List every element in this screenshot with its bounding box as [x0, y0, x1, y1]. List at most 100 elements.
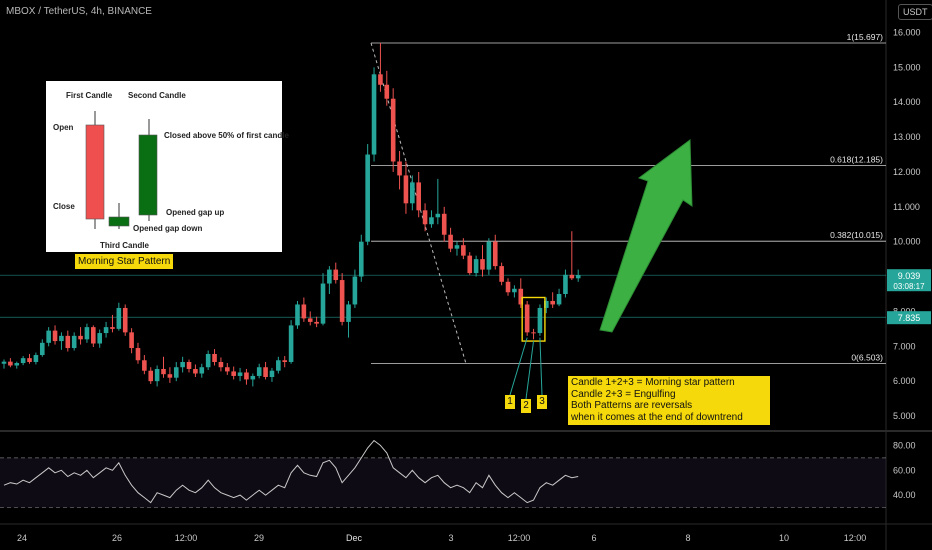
note-line-1: Candle 1+2+3 = Morning star pattern [571, 377, 735, 388]
candle-body [276, 360, 281, 371]
candle-body [142, 360, 147, 371]
candle-body [103, 327, 109, 334]
candle-body [71, 335, 77, 349]
time-tick-label: 26 [112, 533, 122, 543]
candle-body [518, 288, 524, 305]
candle-body [250, 375, 256, 380]
candle-body [378, 74, 383, 85]
candle-body [327, 269, 332, 284]
candle-body [339, 280, 345, 322]
candle-body [33, 355, 39, 362]
candle-body [301, 304, 307, 319]
candle-body [371, 74, 377, 155]
candle-body [346, 304, 351, 322]
price-tick-label: 10.000 [893, 237, 921, 247]
candle-body [20, 358, 26, 364]
candle-body [486, 241, 492, 270]
number-pointer-line [509, 337, 528, 396]
candle-body [461, 245, 466, 256]
price-tick-label: 5.000 [893, 411, 916, 421]
fib-level-label: 1(15.697) [847, 32, 884, 42]
candle-body [403, 175, 409, 204]
closed-above-label: Closed above 50% of first candle [164, 131, 289, 140]
candle-body [390, 98, 396, 162]
currency-button[interactable]: USDT [898, 4, 932, 20]
candle-body [556, 294, 562, 305]
third-candle-label: Third Candle [100, 241, 149, 250]
candle-body [288, 325, 294, 362]
candle-body [307, 318, 313, 322]
number-pointer-line [539, 337, 543, 396]
note-line-4: when it comes at the end of downtrend [571, 411, 743, 423]
candle-body [448, 234, 453, 249]
candle-body [59, 335, 64, 342]
number-pointer-line [525, 341, 535, 400]
third-candle-body [108, 216, 130, 227]
candle-body [186, 362, 192, 369]
candle-body [167, 374, 173, 378]
candle-body [212, 353, 217, 362]
candle-body [218, 362, 224, 368]
rsi-band-fill [0, 457, 886, 508]
fib-level-label: 0.618(12.185) [830, 154, 883, 164]
candle-number-2: 2 [521, 399, 531, 413]
candle-body [422, 210, 428, 225]
candle-body [180, 362, 185, 368]
price-tick-label: 6.000 [893, 376, 916, 386]
rsi-tick-label: 80.00 [893, 440, 916, 450]
candle-body [531, 332, 536, 334]
candle-body [352, 276, 358, 305]
candle-body [384, 84, 390, 99]
second-candle-body [138, 134, 158, 216]
candle-body [244, 372, 249, 380]
candle-body [550, 300, 555, 305]
fib-level-label: 0(6.503) [851, 353, 883, 363]
time-tick-label: 6 [591, 533, 596, 543]
candle-body [314, 321, 319, 324]
time-tick-label: 12:00 [508, 533, 531, 543]
second-candle-label: Second Candle [128, 91, 186, 100]
time-tick-label: 3 [448, 533, 453, 543]
candle-body [91, 327, 96, 344]
candle-body [263, 367, 268, 377]
candle-body [154, 368, 160, 382]
price-tick-label: 7.000 [893, 341, 916, 351]
candle-body [320, 283, 326, 324]
chart-header: MBOX / TetherUS, 4h, BINANCE [6, 6, 152, 17]
current-price-label-bg [887, 269, 931, 292]
price-tick-label: 16.000 [893, 27, 921, 37]
close-label: Close [53, 202, 75, 211]
rsi-line [3, 439, 579, 504]
candle-body [8, 361, 13, 366]
candle-body [225, 367, 230, 372]
candle-body [148, 370, 154, 382]
candle-body [492, 241, 498, 267]
opened-gap-up-label: Opened gap up [166, 208, 225, 217]
candle-body [435, 213, 441, 218]
candle-body [575, 275, 581, 279]
current-price-label: 9.039 [898, 271, 921, 281]
time-tick-label: 12:00 [844, 533, 867, 543]
candle-body [116, 307, 122, 329]
candle-body [505, 281, 511, 293]
candle-body [524, 304, 530, 333]
candle-body [333, 269, 339, 281]
candle-body [1, 361, 7, 364]
candle-body [231, 371, 236, 376]
time-tick-label: 24 [17, 533, 27, 543]
candle-body [78, 335, 83, 340]
candle-number-3: 3 [537, 395, 547, 409]
candle-body [473, 259, 479, 274]
price-tick-label: 12.000 [893, 167, 921, 177]
candle-body [569, 274, 575, 279]
annotation-note: Candle 1+2+3 = Morning star pattern Cand… [568, 376, 770, 425]
candle-body [480, 259, 485, 270]
candle-body [467, 255, 473, 274]
candle-body [397, 161, 402, 176]
current-price-label-countdown: 03:08:17 [893, 282, 925, 291]
candle-body [173, 367, 179, 378]
candle-body [499, 266, 504, 282]
note-line-2: Candle 2+3 = Engulfing [571, 388, 676, 400]
candle-body [199, 367, 205, 374]
